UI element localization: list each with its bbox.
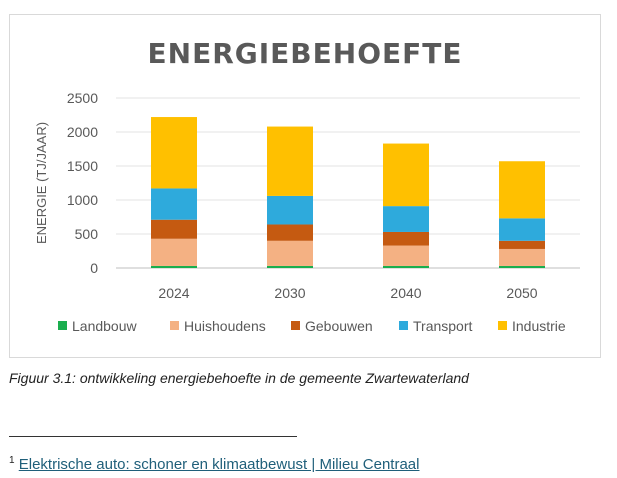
bar-segment (383, 265, 429, 268)
bar-segment (499, 218, 545, 241)
figure-caption: Figuur 3.1: ontwikkeling energiebehoefte… (9, 370, 469, 386)
bar-segment (151, 188, 197, 220)
bar-segment (383, 143, 429, 207)
bar-segment (151, 117, 197, 189)
chart-title: ENERGIEBEHOEFTE (148, 37, 463, 70)
bar-segment (499, 248, 545, 266)
bar-segment (151, 219, 197, 239)
footnote-link[interactable]: Elektrische auto: schoner en klimaatbewu… (18, 456, 420, 473)
x-tick-label: 2050 (506, 285, 537, 301)
legend: Landbouw Huishoudens Gebouwen Transport Indu… (58, 318, 566, 334)
legend-label: Landbouw (72, 318, 138, 334)
y-tick-label: 2000 (67, 124, 98, 140)
legend-swatch (58, 321, 67, 330)
legend-label: Gebouwen (305, 318, 373, 334)
stacked-bar-chart: ENERGIEBEHOEFTE 0 500 1000 1500 2000 2500 ENE… (34, 37, 580, 334)
y-axis-ticks: 0 500 1000 1500 2000 2500 (67, 90, 98, 276)
bar-segment (383, 245, 429, 266)
footnote-divider (9, 436, 297, 437)
bars (151, 117, 545, 268)
bar-segment (499, 265, 545, 268)
x-tick-label: 2024 (158, 285, 189, 301)
bar-segment (267, 224, 313, 241)
legend-swatch (170, 321, 179, 330)
bar-segment (267, 265, 313, 268)
bar-segment (383, 206, 429, 232)
footnote: 1 Elektrische auto: schoner en klimaatbe… (9, 455, 420, 473)
y-tick-label: 0 (90, 260, 98, 276)
bar-segment (151, 265, 197, 268)
footnote-marker: 1 (9, 455, 15, 466)
y-tick-label: 500 (75, 226, 99, 242)
legend-label: Industrie (512, 318, 566, 334)
legend-label: Transport (413, 318, 473, 334)
bar-segment (151, 238, 197, 266)
x-tick-label: 2040 (390, 285, 421, 301)
x-axis-ticks: 2024 2030 2040 2050 (158, 285, 537, 301)
chart-frame: ENERGIEBEHOEFTE 0 500 1000 1500 2000 2500 ENE… (9, 14, 601, 358)
y-tick-label: 2500 (67, 90, 98, 106)
y-axis-title: ENERGIE (TJ/JAAR) (34, 122, 49, 244)
bar-segment (267, 195, 313, 225)
bar-segment (499, 161, 545, 219)
bar-segment (267, 240, 313, 266)
bar-segment (267, 126, 313, 196)
bar-segment (499, 240, 545, 249)
legend-swatch (291, 321, 300, 330)
legend-swatch (399, 321, 408, 330)
legend-label: Huishoudens (184, 318, 266, 334)
y-tick-label: 1000 (67, 192, 98, 208)
y-tick-label: 1500 (67, 158, 98, 174)
legend-swatch (498, 321, 507, 330)
bar-segment (383, 231, 429, 246)
x-tick-label: 2030 (274, 285, 305, 301)
